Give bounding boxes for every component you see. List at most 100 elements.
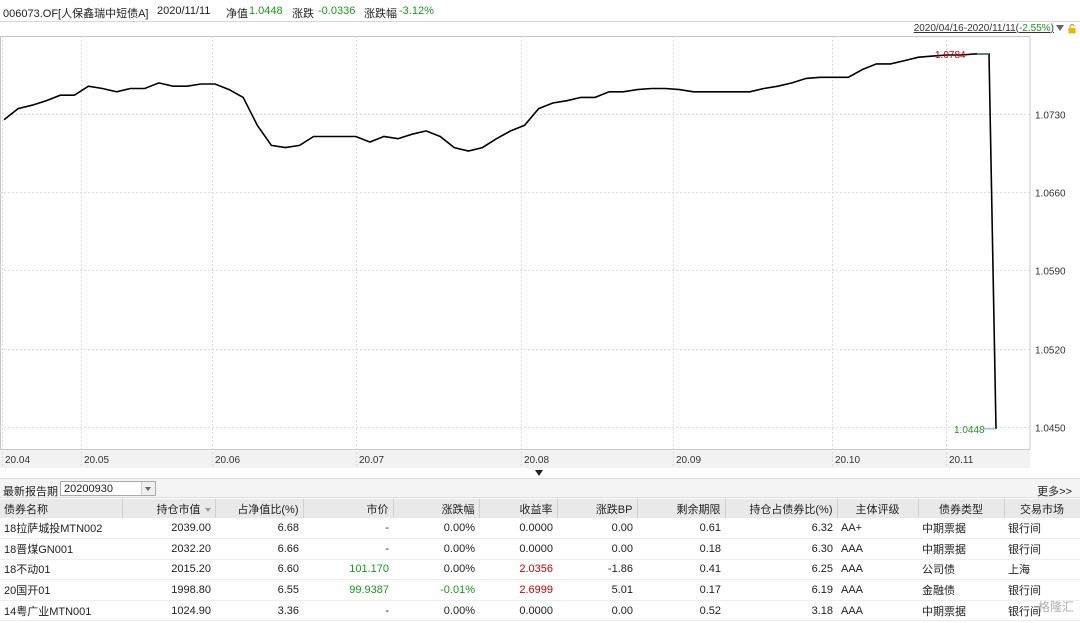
table-cell: 2.0356: [479, 559, 557, 581]
report-period-select[interactable]: 20200930: [60, 481, 156, 496]
nav-chart[interactable]: 1.0730 1.0660 1.0590 1.0520 1.0450 20.04 20.05…: [0, 36, 1080, 469]
x-tick-label: 20.06: [215, 455, 240, 466]
table-cell: 中期票据: [918, 538, 1004, 560]
table-cell: 0.00%: [393, 600, 479, 622]
report-period-label: 最新报告期: [3, 486, 58, 498]
col-bond-ratio[interactable]: 持仓占债券比(%): [725, 499, 838, 518]
table-cell: 0.00: [557, 518, 637, 540]
nav-label: 净值: [226, 8, 248, 20]
table-row[interactable]: 14粤广业MTN001 1024.90 3.36-0.00% 0.0000 0.00 0.…: [0, 600, 1080, 622]
quote-header: 006073.OF[人保鑫瑞中短债A] 2020/11/11 净值 1.0448…: [0, 0, 1080, 22]
table-cell: 0.00%: [393, 518, 479, 540]
table-cell: 6.55: [215, 579, 303, 601]
col-issuer-rating[interactable]: 主体评级: [837, 499, 919, 518]
table-cell: AAA: [837, 600, 918, 622]
col-yield[interactable]: 收益率: [479, 499, 558, 518]
table-cell: 6.68: [215, 518, 303, 540]
table-cell: -: [303, 518, 393, 540]
y-tick-label: 1.0450: [1035, 424, 1066, 435]
col-bond-type[interactable]: 债券类型: [918, 499, 1005, 518]
table-cell: AAA: [837, 579, 918, 601]
table-cell: 0.00: [557, 600, 637, 622]
table-cell: 2039.00: [122, 518, 215, 540]
change-pct-label: 涨跌幅: [364, 8, 397, 20]
collapse-arrow-icon[interactable]: [535, 470, 543, 476]
y-tick-label: 1.0730: [1035, 111, 1066, 122]
table-cell: 金融债: [918, 579, 1004, 601]
table-cell: 0.00%: [393, 559, 479, 581]
min-label: 1.0448: [954, 425, 985, 436]
table-cell: 0.41: [637, 559, 725, 581]
table-cell: 中期票据: [918, 518, 1004, 540]
chart-svg: 1.0730 1.0660 1.0590 1.0520 1.0450 20.04 20.05…: [0, 36, 1066, 468]
table-cell: 0.00%: [393, 538, 479, 560]
table-cell: 20国开01: [0, 579, 122, 601]
table-cell: 5.01: [557, 579, 637, 601]
table-cell: 18拉萨城投MTN002: [0, 518, 122, 540]
x-tick-label: 20.10: [835, 455, 860, 466]
holdings-table: 债券名称 持仓市值 占净值比(%) 市价 涨跌幅 收益率 涨跌BP 剩余期限 持…: [0, 499, 1080, 622]
col-bond-name[interactable]: 债券名称: [0, 499, 123, 518]
table-cell: 0.0000: [479, 518, 557, 540]
range-dropdown-icon[interactable]: [1056, 25, 1064, 31]
table-cell: 1024.90: [122, 600, 215, 622]
date-range[interactable]: 2020/04/16-2020/11/11(-2.55%): [914, 23, 1054, 34]
fund-name: 006073.OF[人保鑫瑞中短债A]: [3, 8, 149, 20]
table-cell: 6.66: [215, 538, 303, 560]
table-cell: 中期票据: [918, 600, 1004, 622]
table-cell: -: [303, 600, 393, 622]
table-cell: 0.17: [637, 579, 725, 601]
more-link[interactable]: 更多>>: [1037, 486, 1072, 498]
col-market[interactable]: 交易市场: [1004, 499, 1080, 518]
table-cell: 99.9387: [303, 579, 393, 601]
table-cell: 0.18: [637, 538, 725, 560]
x-tick-label: 20.07: [359, 455, 384, 466]
table-cell: 2032.20: [122, 538, 215, 560]
x-tick-label: 20.05: [84, 455, 109, 466]
table-cell: -1.86: [557, 559, 637, 581]
table-cell: AAA: [837, 559, 918, 581]
table-cell: 1998.80: [122, 579, 215, 601]
table-cell: 0.0000: [479, 538, 557, 560]
table-cell: 18不动01: [0, 559, 122, 581]
change-label: 涨跌: [292, 8, 314, 20]
table-cell: 101.170: [303, 559, 393, 581]
change-pct-value: -3.12%: [399, 5, 434, 17]
y-tick-label: 1.0520: [1035, 346, 1066, 357]
table-cell: 6.60: [215, 559, 303, 581]
col-nav-ratio[interactable]: 占净值比(%): [215, 499, 304, 518]
col-market-value[interactable]: 持仓市值: [122, 499, 216, 518]
x-tick-label: 20.09: [676, 455, 701, 466]
sort-desc-icon: [204, 507, 211, 512]
table-row[interactable]: 18拉萨城投MTN002 2039.00 6.68-0.00% 0.0000 0.00 0…: [0, 518, 1080, 540]
col-change-pct[interactable]: 涨跌幅: [393, 499, 480, 518]
range-close: ): [1050, 23, 1054, 34]
table-row[interactable]: 18晋煤GN001 2032.20 6.66-0.00% 0.0000 0.00 0.18…: [0, 538, 1080, 560]
table-cell: 0.00: [557, 538, 637, 560]
table-cell: 2015.20: [122, 559, 215, 581]
table-cell: 14粤广业MTN001: [0, 600, 122, 622]
y-tick-label: 1.0590: [1035, 267, 1066, 278]
col-change-bp[interactable]: 涨跌BP: [557, 499, 638, 518]
table-cell: 2.6999: [479, 579, 557, 601]
table-cell: 0.0000: [479, 600, 557, 622]
report-bar: 最新报告期 20200930 更多>>: [0, 478, 1080, 498]
table-cell: 18晋煤GN001: [0, 538, 122, 560]
table-cell: 上海: [1004, 559, 1080, 581]
table-cell: 6.19: [725, 579, 837, 601]
watermark-logo: 格隆汇: [1037, 600, 1074, 614]
lock-icon[interactable]: [1068, 24, 1076, 34]
table-row[interactable]: 18不动01 2015.20 6.60 101.170 0.00% 2.0356 -1.86…: [0, 559, 1080, 581]
col-remaining-term[interactable]: 剩余期限: [637, 499, 726, 518]
table-cell: 6.25: [725, 559, 837, 581]
table-cell: 公司债: [918, 559, 1004, 581]
table-cell: 6.32: [725, 518, 837, 540]
table-cell: 银行间: [1004, 538, 1080, 560]
table-cell: AA+: [837, 518, 918, 540]
table-cell: 0.52: [637, 600, 725, 622]
x-axis-strip: [0, 450, 1030, 468]
chevron-down-icon[interactable]: [141, 482, 155, 495]
col-price[interactable]: 市价: [303, 499, 394, 518]
table-cell: 银行间: [1004, 600, 1080, 622]
table-row[interactable]: 20国开01 1998.80 6.55 99.9387 -0.01% 2.6999 5.01…: [0, 579, 1080, 601]
